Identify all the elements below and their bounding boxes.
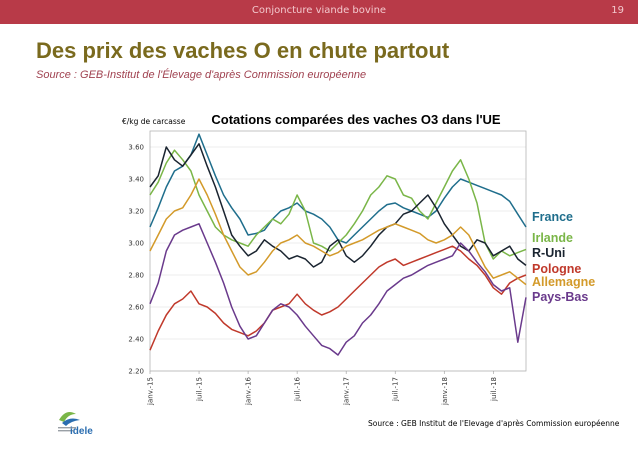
x-tick-label: juil.-18 bbox=[490, 377, 498, 402]
y-tick-label: 3.00 bbox=[128, 240, 144, 248]
legend-item-allemagne: Allemagne bbox=[532, 275, 595, 289]
y-tick-label: 2.60 bbox=[128, 304, 144, 312]
x-tick-label: juil.-17 bbox=[392, 377, 400, 402]
y-tick-label: 3.20 bbox=[128, 208, 144, 216]
y-tick-label: 2.20 bbox=[128, 368, 144, 376]
x-tick-label: janv.-17 bbox=[343, 377, 351, 406]
x-tick-label: janv.-15 bbox=[147, 377, 155, 406]
y-tick-label: 2.40 bbox=[128, 336, 144, 344]
slide-title: Des prix des vaches O en chute partout bbox=[36, 38, 450, 63]
header-bar: Conjoncture viande bovine 19 bbox=[0, 0, 638, 24]
series-line-pays-bas bbox=[149, 223, 527, 356]
legend-item-irlande: Irlande bbox=[532, 231, 573, 245]
slide-subtitle: Source : GEB-Institut de l'Élevage d'apr… bbox=[36, 69, 367, 81]
x-tick-label: janv.-18 bbox=[441, 377, 449, 406]
series-line-irlande bbox=[149, 149, 527, 260]
legend-item-pologne: Pologne bbox=[532, 262, 581, 276]
x-tick-label: juil.-15 bbox=[196, 377, 204, 402]
chart-title: Cotations comparées des vaches O3 dans l… bbox=[211, 112, 501, 127]
idele-logo: idele bbox=[56, 406, 93, 438]
y-tick-label: 3.60 bbox=[128, 144, 144, 152]
series-line-allemagne bbox=[149, 178, 527, 286]
x-tick-labels: janv.-15 juil.-15 janv.-16 juil.-16 janv.-17… bbox=[147, 371, 498, 406]
series-line-r-uni bbox=[149, 143, 527, 268]
y-tick-labels: 2.20 2.40 2.60 2.80 3.00 3.20 3.40 3.60 bbox=[128, 144, 144, 376]
x-tick-label: janv.-16 bbox=[245, 376, 253, 405]
x-tick-label: juil.-16 bbox=[294, 376, 302, 401]
y-tick-label: 2.80 bbox=[128, 272, 144, 280]
legend-item-france: France bbox=[532, 210, 573, 224]
logo-text: idele bbox=[70, 426, 93, 437]
series-line-pologne bbox=[149, 245, 527, 351]
series-line-france bbox=[149, 133, 527, 244]
y-axis-label: €/kg de carcasse bbox=[122, 117, 186, 126]
page-number: 19 bbox=[611, 5, 624, 16]
source-note: Source : GEB Institut de l'Elevage d'apr… bbox=[368, 419, 620, 428]
y-tick-label: 3.40 bbox=[128, 176, 144, 184]
series-lines bbox=[149, 133, 527, 356]
legend-item-r-uni: R-Uni bbox=[532, 246, 565, 260]
legend-item-pays-bas: Pays-Bas bbox=[532, 290, 588, 304]
section-title: Conjoncture viande bovine bbox=[251, 5, 387, 16]
